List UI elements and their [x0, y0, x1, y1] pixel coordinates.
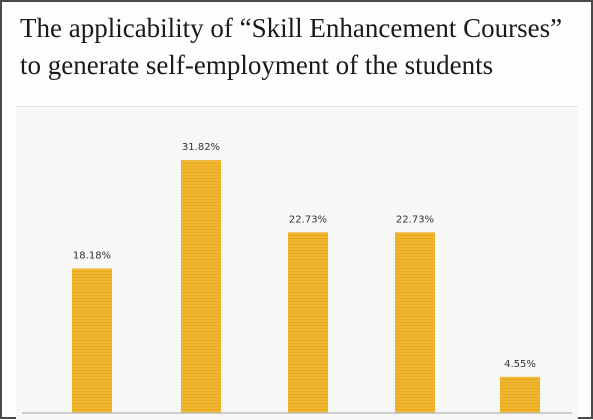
- bar-1: [72, 268, 112, 413]
- bar-chart: 18.18% 31.82% 22.73% 22.73% 4.55%: [22, 142, 572, 414]
- data-label-4: 22.73%: [396, 214, 434, 225]
- bar-3: [288, 232, 328, 413]
- data-label-1: 18.18%: [73, 251, 111, 262]
- data-labels-group: 18.18% 31.82% 22.73% 22.73% 4.55%: [73, 142, 536, 370]
- bars-group: [72, 160, 540, 413]
- data-label-2: 31.82%: [182, 142, 220, 153]
- chart-title: The applicability of “Skill Enhancement …: [20, 13, 563, 80]
- bar-5: [500, 376, 540, 413]
- data-label-5: 4.55%: [504, 359, 536, 370]
- bar-4: [395, 232, 435, 413]
- bar-2: [181, 160, 221, 413]
- plot-area: 18.18% 31.82% 22.73% 22.73% 4.55%: [16, 106, 578, 420]
- data-label-3: 22.73%: [289, 214, 327, 225]
